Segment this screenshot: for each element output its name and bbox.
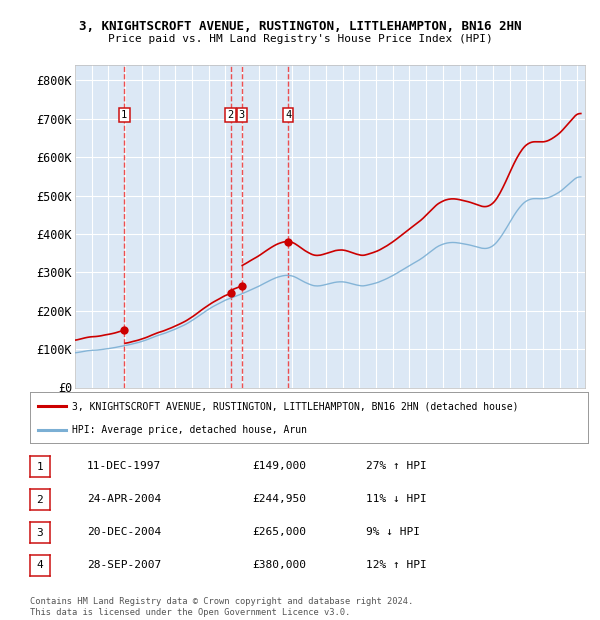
Text: 24-APR-2004: 24-APR-2004 — [87, 494, 161, 504]
Text: 3: 3 — [37, 528, 43, 538]
Text: 3, KNIGHTSCROFT AVENUE, RUSTINGTON, LITTLEHAMPTON, BN16 2HN (detached house): 3, KNIGHTSCROFT AVENUE, RUSTINGTON, LITT… — [72, 401, 518, 411]
Text: HPI: Average price, detached house, Arun: HPI: Average price, detached house, Arun — [72, 425, 307, 435]
Text: 11% ↓ HPI: 11% ↓ HPI — [366, 494, 427, 504]
Text: Contains HM Land Registry data © Crown copyright and database right 2024.
This d: Contains HM Land Registry data © Crown c… — [30, 598, 413, 617]
Text: 27% ↑ HPI: 27% ↑ HPI — [366, 461, 427, 471]
Text: 4: 4 — [285, 110, 292, 120]
Text: 3: 3 — [239, 110, 245, 120]
Text: 2: 2 — [227, 110, 233, 120]
Text: 11-DEC-1997: 11-DEC-1997 — [87, 461, 161, 471]
Text: £380,000: £380,000 — [252, 560, 306, 570]
Text: 12% ↑ HPI: 12% ↑ HPI — [366, 560, 427, 570]
Text: 3, KNIGHTSCROFT AVENUE, RUSTINGTON, LITTLEHAMPTON, BN16 2HN: 3, KNIGHTSCROFT AVENUE, RUSTINGTON, LITT… — [79, 20, 521, 33]
Text: Price paid vs. HM Land Registry's House Price Index (HPI): Price paid vs. HM Land Registry's House … — [107, 34, 493, 44]
Text: 1: 1 — [37, 462, 43, 472]
Text: 1: 1 — [121, 110, 127, 120]
Text: 9% ↓ HPI: 9% ↓ HPI — [366, 527, 420, 537]
Text: 2: 2 — [37, 495, 43, 505]
Text: £244,950: £244,950 — [252, 494, 306, 504]
Text: £265,000: £265,000 — [252, 527, 306, 537]
Text: £149,000: £149,000 — [252, 461, 306, 471]
Text: 4: 4 — [37, 560, 43, 570]
Text: 28-SEP-2007: 28-SEP-2007 — [87, 560, 161, 570]
Text: 20-DEC-2004: 20-DEC-2004 — [87, 527, 161, 537]
